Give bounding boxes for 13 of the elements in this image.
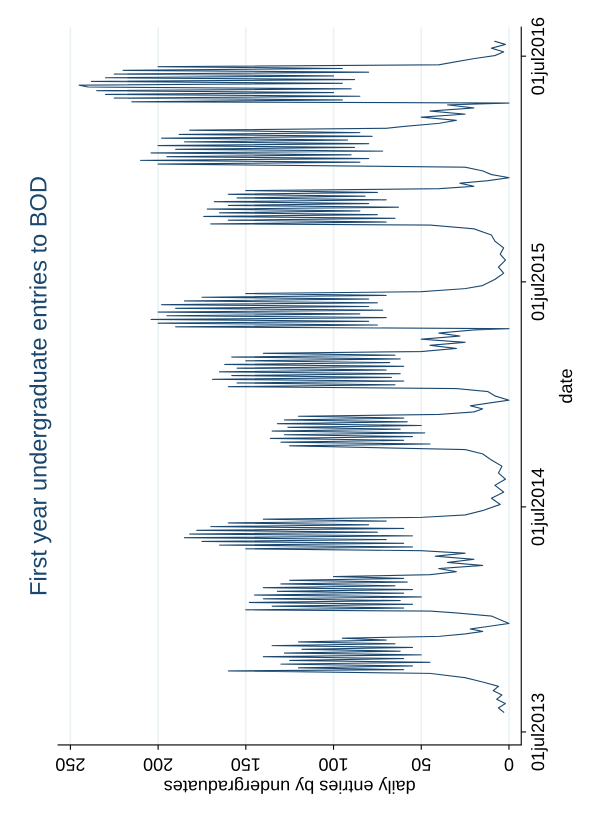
- x-tick-label: 150: [231, 758, 260, 771]
- x-tick-label: 0: [504, 758, 514, 771]
- x-tick-label: 250: [56, 758, 85, 771]
- y-tick-label: 01jul2013: [530, 694, 548, 770]
- y-axis-title: date: [558, 369, 572, 403]
- x-tick-label: 50: [412, 758, 431, 771]
- y-tick-label: 01jul2015: [530, 243, 548, 320]
- x-axis-title: daily entries by undergraduates: [164, 777, 415, 794]
- x-tick-label: 200: [144, 758, 172, 771]
- text: First year undergraduate entries to BOD: [29, 177, 52, 594]
- x-tick-label: 100: [319, 758, 348, 771]
- y-tick-label: 01jul2016: [530, 18, 548, 95]
- y-tick-label: 01jul2014: [530, 468, 548, 546]
